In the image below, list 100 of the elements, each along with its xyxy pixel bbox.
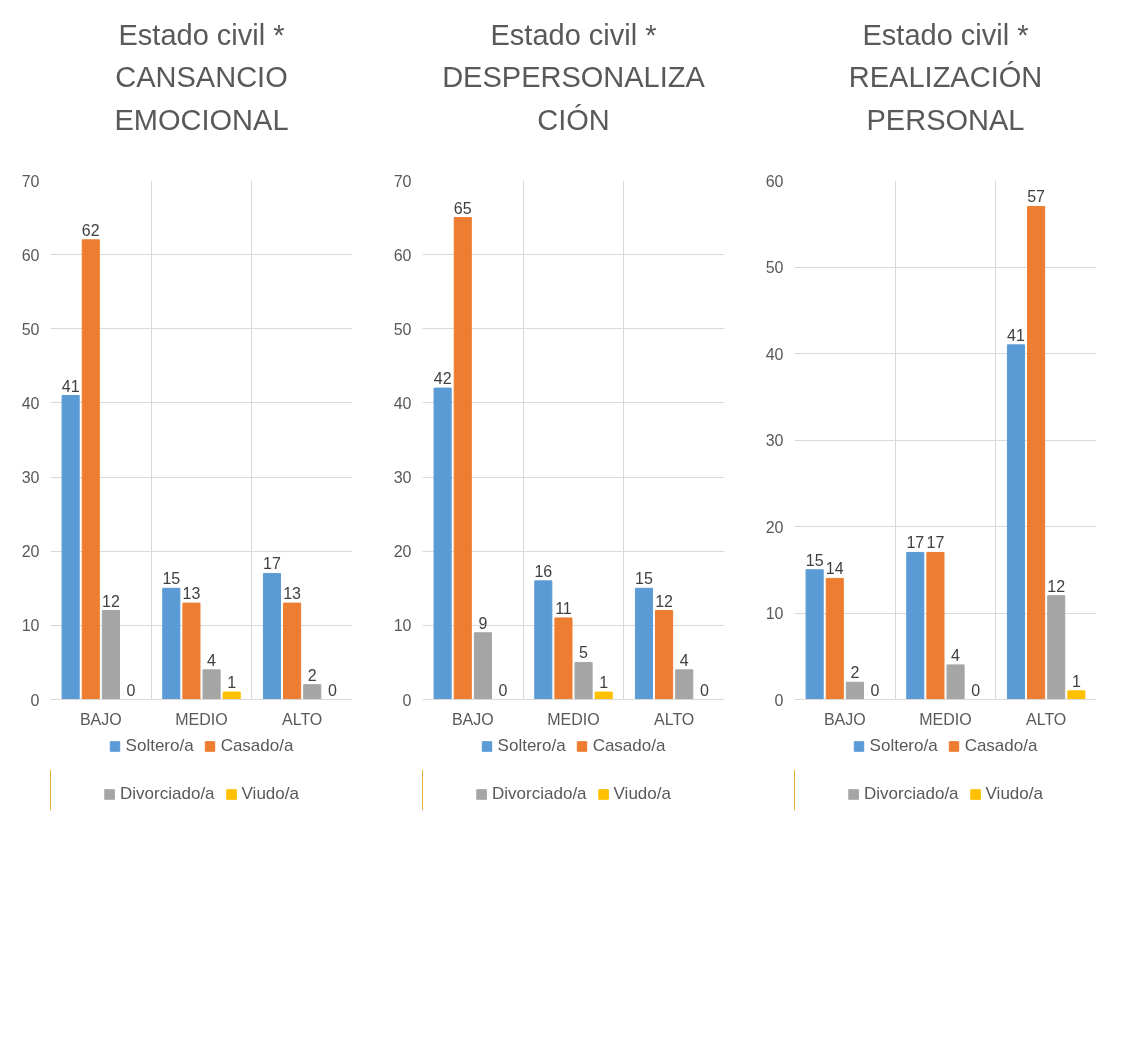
data-label: 17 [926,534,945,552]
legend-label: Casado/a [964,736,1038,756]
x-tick-label: BAJO [823,710,866,728]
y-tick-label: 10 [393,617,412,635]
data-label: 0 [498,681,508,699]
data-label: 0 [971,681,981,699]
y-tick-label: 60 [393,246,412,264]
data-label: 0 [327,681,337,699]
data-label: 11 [555,599,572,617]
y-tick-label: 30 [393,469,412,487]
bar [202,669,221,700]
y-tick-label: 0 [30,691,40,709]
data-label: 41 [61,377,80,395]
chart-title: Estado civil * CANSANCIO EMOCIONAL [114,18,289,136]
bar [805,569,824,700]
y-tick-label: 20 [21,543,40,561]
data-label: 42 [433,370,452,388]
x-tick-label: MEDIO [919,710,972,728]
data-label: 12 [655,592,674,610]
data-label: 14 [825,560,844,578]
data-label: 0 [126,681,136,699]
legend-label: Divorciado/a [120,784,215,804]
bar [101,610,120,700]
bar [534,580,553,700]
chart-title: Estado civil * DESPERSONALIZACIÓN [442,18,706,136]
bar [655,610,674,700]
bar [845,681,864,700]
bar [222,691,241,700]
y-tick-label: 50 [393,320,412,338]
data-label: 17 [906,534,925,552]
y-tick-label: 60 [765,172,784,190]
bar [283,602,302,700]
y-tick-label: 30 [765,432,784,449]
y-tick-label: 0 [774,691,784,709]
data-label: 17 [263,555,281,573]
bar [81,239,100,700]
data-label: 2 [307,666,317,684]
data-label: 15 [162,570,181,588]
x-tick-label: ALTO [654,710,695,728]
legend-label: Divorciado/a [864,784,959,804]
bar [473,632,492,700]
bar [1047,595,1066,700]
data-label: 4 [679,651,689,669]
bar [182,602,201,700]
data-label: 57 [1027,188,1046,206]
y-tick-label: 20 [765,518,784,536]
data-label: 16 [534,562,553,580]
y-tick-label: 0 [402,691,412,709]
legend-label: Soltero/a [497,736,566,756]
x-tick-label: BAJO [451,710,494,728]
y-tick-label: 20 [393,543,412,561]
bar [61,395,80,700]
y-tick-label: 30 [21,469,40,487]
y-tick-label: 70 [393,172,412,190]
bar [1027,205,1046,700]
x-tick-label: ALTO [1026,710,1067,728]
bar [906,551,925,700]
data-label: 9 [478,614,488,632]
data-label: 4 [951,646,961,664]
legend-label: Soltero/a [125,736,194,756]
bar [262,572,282,700]
legend-label: Casado/a [592,736,666,756]
bar [554,617,573,700]
data-label: 13 [182,585,201,603]
x-tick-label: MEDIO [547,710,600,728]
bar [675,669,694,700]
y-tick-label: 10 [765,605,784,622]
data-label: 12 [102,592,120,610]
data-label: 13 [283,585,302,603]
legend-label: Viudo/a [985,784,1043,804]
legend-label: Viudo/a [241,784,299,804]
bar [825,577,844,700]
data-label: 62 [81,221,100,239]
bar [433,387,452,700]
data-label: 2 [850,664,860,682]
bar [162,587,181,700]
data-label: 4 [207,651,217,669]
data-label: 0 [870,681,880,699]
x-tick-label: BAJO [79,710,122,728]
data-label: 65 [453,199,472,217]
y-tick-label: 50 [21,320,40,338]
data-label: 41 [1007,326,1025,344]
bar [926,551,945,700]
data-label: 1 [599,674,609,692]
y-tick-label: 40 [393,394,412,412]
data-label: 1 [227,674,237,692]
bar [594,691,613,700]
bar [634,587,654,700]
y-tick-label: 50 [765,259,784,276]
y-tick-label: 10 [21,617,40,635]
y-tick-label: 40 [765,345,784,363]
bar [574,661,593,700]
y-tick-label: 70 [21,172,40,190]
data-label: 1 [1071,672,1081,690]
legend-label: Viudo/a [613,784,671,804]
bar [303,684,322,700]
bar [1067,690,1086,700]
data-label: 15 [805,551,824,569]
y-tick-label: 60 [21,246,40,264]
bar [946,664,965,700]
